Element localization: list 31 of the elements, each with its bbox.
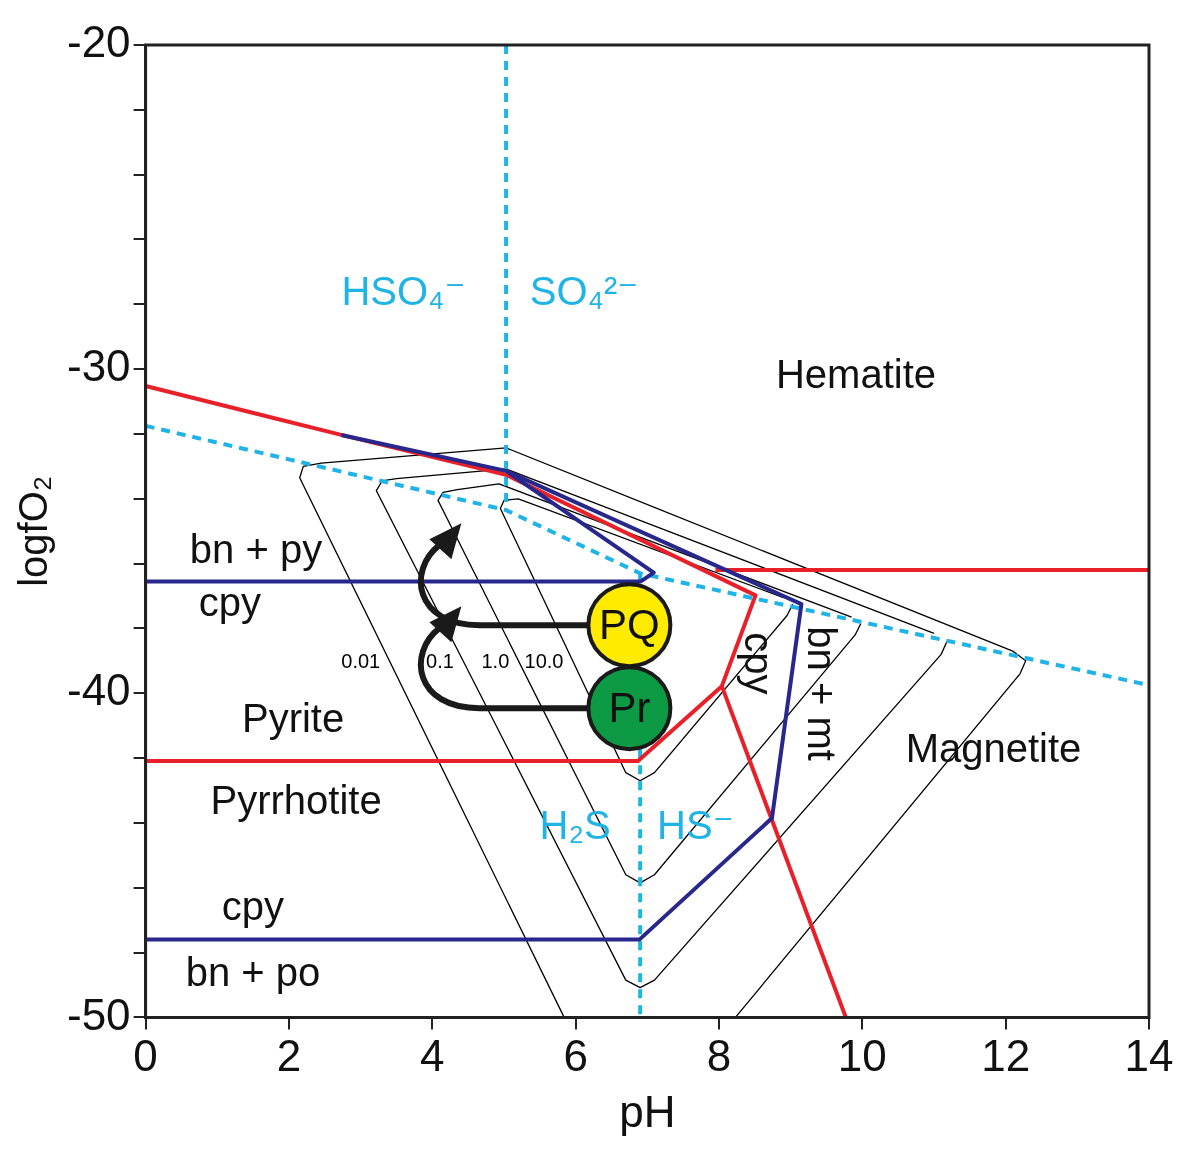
x-tick-label: 12 [981, 1030, 1031, 1080]
y-axis-title: logfO₂ [11, 475, 56, 587]
y-tick-label: -40 [67, 665, 131, 715]
annotation: Hematite [775, 351, 937, 396]
x-tick-label: 2 [276, 1030, 302, 1080]
annotation: bn + po [185, 949, 321, 994]
x-tick-label: 10 [837, 1030, 887, 1080]
annotation: SO₄²⁻ [529, 268, 639, 313]
x-axis-title: pH [619, 1086, 676, 1136]
x-tick-label: 6 [563, 1030, 588, 1080]
series-label: 10.0 [524, 649, 564, 672]
series-label: Pr [608, 683, 651, 731]
annotation: Pyrite [241, 695, 345, 740]
annotation: cpy [736, 632, 781, 695]
annotation: HSO₄⁻ [341, 268, 466, 313]
x-tick-label: 14 [1124, 1030, 1174, 1080]
y-tick-label: -50 [67, 989, 131, 1039]
y-tick-label: -20 [67, 17, 131, 67]
x-tick-label: 4 [420, 1030, 445, 1080]
annotation: cpy [221, 884, 285, 929]
x-tick-label: 8 [706, 1030, 732, 1080]
annotation: bn + mt [799, 626, 844, 761]
y-tick-label: -30 [67, 341, 131, 391]
annotation: cpy [198, 580, 261, 625]
annotation: bn + py [189, 526, 323, 571]
x-tick-label: 0 [133, 1030, 158, 1080]
annotation: Pyrrhotite [210, 777, 382, 822]
series-label: 0.01 [341, 649, 381, 672]
series-label: 1.0 [481, 649, 510, 672]
series-label: 0.1 [426, 649, 454, 672]
series-label: PQ [599, 600, 660, 648]
